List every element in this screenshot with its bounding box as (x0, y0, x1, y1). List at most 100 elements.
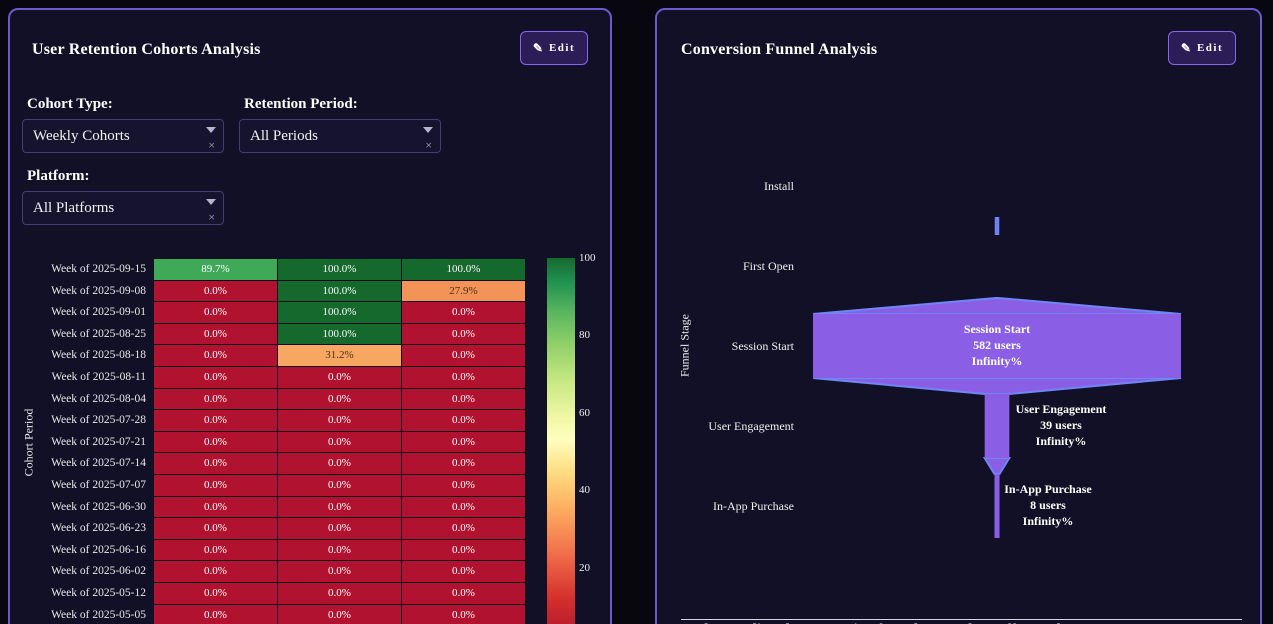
heatmap-cell[interactable]: 0.0% (278, 431, 402, 454)
retention-period-label: Retention Period: (244, 96, 358, 112)
funnel-label-line: Session Start (963, 322, 1031, 336)
heatmap-cell[interactable]: 100.0% (278, 259, 402, 281)
heatmap-row: Week of 2025-08-25 0.0% 100.0% 0.0% (10, 323, 526, 346)
heatmap-cell[interactable]: 0.0% (402, 518, 526, 540)
heatmap-cell[interactable]: 0.0% (154, 604, 278, 624)
heatmap-cell[interactable]: 0.0% (154, 582, 278, 605)
cohort-row-label: Week of 2025-05-05 (51, 608, 146, 621)
cohort-row-label: Week of 2025-09-01 (51, 306, 146, 319)
heatmap-cell[interactable]: 0.0% (402, 388, 526, 411)
heatmap-cell[interactable]: 0.0% (402, 453, 526, 475)
stage-label: Session Start (731, 339, 794, 353)
funnel-edit-button[interactable]: ✎ Edit (1168, 31, 1236, 65)
y-axis-title-cohort-period: Cohort Period (21, 408, 36, 477)
pencil-icon: ✎ (532, 40, 543, 55)
funnel-bar[interactable] (813, 314, 1181, 378)
heatmap-row: Week of 2025-06-30 0.0% 0.0% 0.0% (10, 496, 526, 519)
heatmap-cell[interactable]: 0.0% (402, 302, 526, 324)
heatmap-cell[interactable]: 0.0% (154, 410, 278, 432)
cohort-row-label: Week of 2025-07-28 (51, 414, 146, 427)
funnel-chart[interactable] (657, 10, 1264, 624)
funnel-label-line: Infinity% (971, 354, 1023, 368)
heatmap-cell[interactable]: 100.0% (278, 302, 402, 324)
heatmap-cell[interactable]: 0.0% (278, 518, 402, 540)
funnel-label-line: User Engagement (1015, 402, 1107, 416)
cohort-row-label: Week of 2025-05-12 (51, 586, 146, 599)
colorbar-tick-label: 20 (579, 561, 590, 574)
heatmap-cell[interactable]: 0.0% (402, 366, 526, 389)
heatmap-cell[interactable]: 100.0% (278, 280, 402, 303)
heatmap-row: Week of 2025-05-12 0.0% 0.0% 0.0% (10, 582, 526, 605)
heatmap-cell[interactable]: 0.0% (278, 561, 402, 583)
heatmap-cell[interactable]: 0.0% (402, 431, 526, 454)
funnel-bar[interactable] (984, 394, 1010, 458)
heatmap-cell[interactable]: 100.0% (402, 259, 526, 281)
heatmap-cell[interactable]: 0.0% (154, 302, 278, 324)
heatmap-cell[interactable]: 0.0% (154, 431, 278, 454)
cohort-row-label: Week of 2025-09-15 (51, 263, 146, 275)
heatmap-cell[interactable]: 0.0% (278, 388, 402, 411)
platform-label: Platform: (27, 168, 90, 184)
heatmap-cell[interactable]: 0.0% (154, 388, 278, 411)
heatmap-cell[interactable]: 0.0% (278, 453, 402, 475)
heatmap-cell[interactable]: 0.0% (402, 604, 526, 624)
funnel-connector[interactable] (982, 457, 1012, 475)
heatmap-cell[interactable]: 0.0% (154, 323, 278, 346)
clear-icon[interactable]: × (425, 138, 432, 152)
heatmap-cell[interactable]: 0.0% (278, 604, 402, 624)
retention-edit-button[interactable]: ✎ Edit (520, 31, 588, 65)
heatmap-cell[interactable]: 89.7% (154, 259, 278, 281)
edit-button-label: Edit (1196, 42, 1224, 54)
funnel-bar[interactable] (994, 474, 1000, 538)
heatmap-cell[interactable]: 0.0% (278, 539, 402, 562)
funnel-label-line: 39 users (1040, 418, 1082, 432)
heatmap-row: Week of 2025-09-01 0.0% 100.0% 0.0% (10, 302, 526, 324)
platform-dropdown[interactable]: All Platforms × (22, 191, 224, 225)
cohort-type-dropdown[interactable]: Weekly Cohorts × (22, 119, 224, 153)
heatmap-cell[interactable]: 0.0% (278, 366, 402, 389)
heatmap-cell[interactable]: 0.0% (278, 410, 402, 432)
heatmap-cell[interactable]: 0.0% (402, 496, 526, 519)
clear-icon[interactable]: × (208, 138, 215, 152)
conversion-funnel-panel: Conversion Funnel Analysis ✎ Edit Instal… (655, 8, 1262, 624)
heatmap-cell[interactable]: 0.0% (154, 496, 278, 519)
funnel-connector[interactable] (812, 377, 1182, 395)
cohort-row-label: Week of 2025-07-14 (51, 457, 146, 470)
clear-icon[interactable]: × (208, 210, 215, 224)
heatmap-cell[interactable]: 0.0% (154, 539, 278, 562)
chevron-down-icon[interactable] (423, 127, 433, 133)
chevron-down-icon[interactable] (206, 127, 216, 133)
heatmap-cell[interactable]: 27.9% (402, 280, 526, 303)
heatmap-cell[interactable]: 0.0% (154, 366, 278, 389)
heatmap-cell[interactable]: 0.0% (154, 280, 278, 303)
funnel-label-line: In-App Purchase (1004, 482, 1092, 496)
funnel-connector[interactable] (994, 217, 1000, 235)
heatmap-cell[interactable]: 0.0% (154, 453, 278, 475)
heatmap-cell[interactable]: 0.0% (402, 474, 526, 497)
heatmap-cell[interactable]: 31.2% (278, 345, 402, 367)
heatmap-cell[interactable]: 0.0% (402, 539, 526, 562)
heatmap-cell[interactable]: 0.0% (278, 582, 402, 605)
heatmap-cell[interactable]: 0.0% (402, 582, 526, 605)
heatmap-cell[interactable]: 0.0% (278, 474, 402, 497)
funnel-label-line: Infinity% (1035, 434, 1087, 448)
chevron-down-icon[interactable] (206, 199, 216, 205)
heatmap-cell[interactable]: 0.0% (402, 345, 526, 367)
cohort-row-label: Week of 2025-06-23 (51, 522, 146, 535)
heatmap-cell[interactable]: 0.0% (154, 474, 278, 497)
platform-value: All Platforms (33, 200, 115, 216)
heatmap-cell[interactable]: 0.0% (402, 323, 526, 346)
heatmap-cell[interactable]: 0.0% (278, 496, 402, 519)
retention-period-dropdown[interactable]: All Periods × (239, 119, 441, 153)
heatmap-cell[interactable]: 0.0% (154, 518, 278, 540)
heatmap-cell[interactable]: 0.0% (402, 410, 526, 432)
cohort-row-label: Week of 2025-08-04 (51, 392, 146, 405)
heatmap-cell[interactable]: 0.0% (154, 561, 278, 583)
heatmap-row: Week of 2025-08-04 0.0% 0.0% 0.0% (10, 388, 526, 411)
heatmap-cell[interactable]: 100.0% (278, 323, 402, 346)
retention-heatmap[interactable]: Week of 2025-09-15 89.7% 100.0% 100.0% Week … (10, 259, 526, 624)
funnel-connector[interactable] (812, 297, 1182, 315)
heatmap-cell[interactable]: 0.0% (402, 561, 526, 583)
heatmap-cell[interactable]: 0.0% (154, 345, 278, 367)
